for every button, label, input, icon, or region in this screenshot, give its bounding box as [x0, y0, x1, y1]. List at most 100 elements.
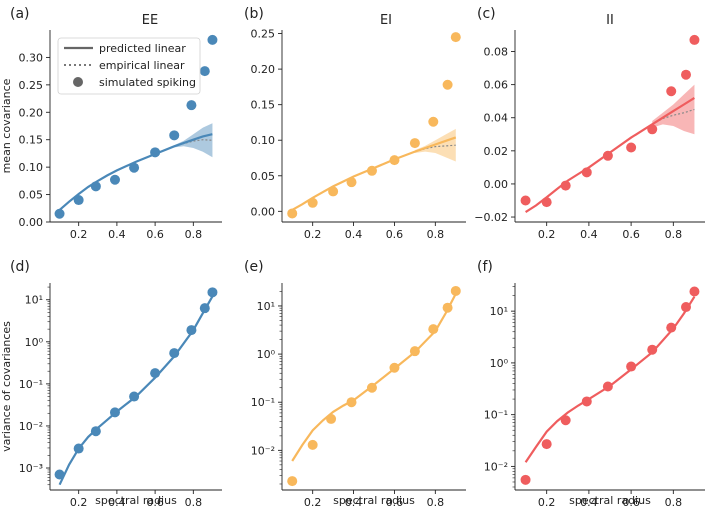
- y-tick-label: 10⁻³: [19, 462, 43, 475]
- simulated-point: [428, 324, 439, 335]
- panel-label: (b): [244, 6, 264, 22]
- simulated-point: [389, 155, 400, 166]
- x-tick-label: 0.2: [304, 228, 322, 241]
- simulated-point: [150, 147, 161, 158]
- simulated-point: [666, 322, 677, 333]
- predicted-line: [524, 296, 696, 463]
- simulated-point: [626, 142, 637, 153]
- x-tick-label: 0.8: [427, 228, 445, 241]
- simulated-point: [346, 177, 357, 188]
- y-tick-label: 0.30: [19, 51, 44, 64]
- x-tick-label: 0.8: [665, 228, 683, 241]
- x-tick-label: 0.4: [580, 228, 598, 241]
- simulated-point: [129, 391, 140, 402]
- legend-simulated-marker: [73, 77, 83, 87]
- simulated-point: [602, 381, 613, 392]
- y-tick-label: 0.20: [251, 63, 276, 76]
- simulated-point: [689, 286, 700, 297]
- y-tick-label: 10⁻¹: [19, 378, 43, 391]
- legend-predicted-label: predicted linear: [99, 42, 186, 55]
- simulated-point: [450, 285, 461, 296]
- simulated-point: [169, 130, 180, 141]
- simulated-point: [307, 439, 318, 450]
- simulated-point: [366, 165, 377, 176]
- simulated-point: [328, 186, 339, 197]
- x-tick-label: 0.2: [538, 228, 556, 241]
- y-tick-label: 0.00: [251, 205, 276, 218]
- simulated-point: [520, 195, 531, 206]
- simulated-point: [287, 208, 298, 219]
- simulated-point: [73, 195, 84, 206]
- simulated-point: [602, 150, 613, 161]
- simulated-point: [73, 443, 84, 454]
- simulated-point: [581, 167, 592, 178]
- x-tick-label: 0.6: [622, 228, 640, 241]
- simulated-point: [199, 66, 210, 77]
- x-tick-label: 0.2: [304, 496, 322, 509]
- simulated-point: [450, 32, 461, 43]
- predicted-line: [291, 293, 457, 462]
- panel-label: (a): [10, 6, 30, 22]
- y-tick-label: 0.15: [251, 99, 276, 112]
- panel-label: (d): [10, 259, 30, 275]
- y-tick-label: 0.25: [19, 79, 44, 92]
- x-tick-label: 0.4: [345, 496, 363, 509]
- simulated-point: [207, 287, 218, 298]
- x-tick-label: 0.6: [146, 228, 164, 241]
- predicted-line: [58, 133, 213, 211]
- x-tick-label: 0.6: [386, 496, 404, 509]
- y-tick-label: 10⁻²: [251, 444, 275, 457]
- y-tick-label: 0.08: [484, 46, 509, 59]
- panel-e: 0.2 0.4 0.6 0.8 10⁻² 10⁻¹ 10⁰ 10¹ (e) spectral ra…: [244, 259, 466, 509]
- simulated-point: [681, 69, 691, 80]
- simulated-point: [442, 302, 453, 313]
- x-axis-label: spectral radius: [95, 494, 177, 507]
- y-tick-label: 10⁻¹: [251, 396, 275, 409]
- simulated-point: [129, 162, 140, 173]
- simulated-point: [666, 86, 677, 97]
- x-tick-label: 0.8: [665, 496, 683, 509]
- y-tick-label: 10⁰: [257, 348, 276, 361]
- y-axis-label: mean covariance: [0, 78, 13, 173]
- simulated-point: [54, 469, 65, 480]
- x-tick-label: 0.4: [108, 228, 126, 241]
- simulated-point: [428, 116, 439, 127]
- simulated-point: [109, 174, 120, 185]
- y-tick-label: 0.05: [19, 189, 44, 202]
- panel-title: II: [606, 13, 614, 28]
- legend-empirical-label: empirical linear: [99, 59, 185, 72]
- simulated-point: [287, 476, 298, 487]
- x-tick-label: 0.4: [108, 496, 126, 509]
- panel-b: 0.2 0.4 0.6 0.8 0.00 0.05 0.10 0.15 0.20 0.25 (b) E…: [244, 6, 466, 241]
- simulated-point: [150, 368, 161, 379]
- empirical-line: [174, 139, 213, 147]
- x-tick-label: 0.8: [427, 496, 445, 509]
- y-tick-label: 0.20: [19, 106, 44, 119]
- simulated-point: [581, 396, 592, 407]
- simulated-point: [366, 382, 377, 393]
- panel-c: 0.2 0.4 0.6 0.8 −0.02 0.00 0.02 0.04 0.06 0.08 (c)…: [474, 6, 705, 241]
- simulated-point: [326, 413, 337, 424]
- predicted-line: [291, 136, 457, 211]
- x-tick-label: 0.4: [580, 496, 598, 509]
- x-tick-label: 0.8: [185, 228, 203, 241]
- panel-a: 0.2 0.4 0.6 0.8 0.00 0.05 0.10 0.15 0.20 0.25 0.30…: [0, 6, 222, 241]
- y-tick-label: 0.04: [484, 112, 509, 125]
- simulated-point: [389, 362, 400, 373]
- legend-simulated-label: simulated spiking: [99, 76, 196, 89]
- panel-label: (e): [244, 259, 264, 275]
- panel-f: 0.2 0.4 0.6 0.8 10⁻² 10⁻¹ 10⁰ 10¹ (f) spectral ra…: [477, 259, 705, 509]
- y-tick-label: 10¹: [257, 300, 275, 313]
- simulated-point: [626, 361, 637, 372]
- empirical-line: [414, 144, 456, 153]
- simulated-point: [207, 34, 218, 45]
- y-tick-label: 0.15: [19, 134, 44, 147]
- y-tick-label: 0.05: [251, 170, 276, 183]
- simulated-point: [90, 426, 101, 437]
- panel-label: (f): [477, 259, 493, 275]
- simulated-point: [647, 344, 658, 355]
- simulated-point: [442, 79, 453, 90]
- simulated-point: [307, 197, 318, 208]
- y-tick-label: 0.10: [251, 134, 276, 147]
